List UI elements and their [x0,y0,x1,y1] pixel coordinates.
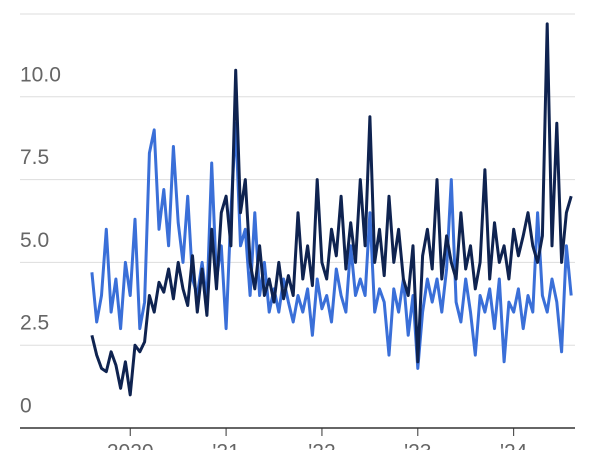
x-tick-label: '23 [404,441,431,450]
y-tick-label: 0 [20,395,32,418]
y-tick-label: 2.5 [20,312,49,335]
y-tick-label: 12.5 billion [20,0,120,4]
series-line [90,22,573,397]
series-line [90,121,573,370]
x-tick-label: '24 [500,441,528,450]
y-tick-label: 7.5 [20,146,49,169]
x-tick-label: 2020 [107,441,154,450]
y-tick-label: 10.0 [20,63,61,86]
x-tick-label: '22 [308,441,335,450]
x-tick-label: '21 [212,441,239,450]
y-tick-label: 5.0 [20,229,49,252]
